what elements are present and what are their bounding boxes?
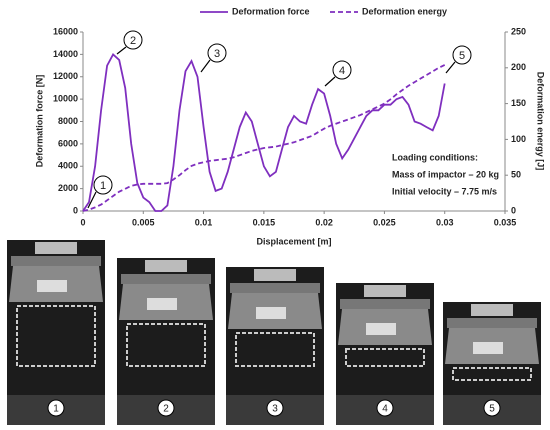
series-line [82, 64, 446, 212]
y2-tick-label: 200 [511, 62, 526, 72]
annotation-label: 5 [459, 50, 465, 62]
annotation-label: 3 [214, 48, 220, 60]
y-tick-label: 2000 [58, 183, 78, 193]
photo-label-circle [47, 399, 65, 417]
x-tick-label: 0.025 [373, 217, 396, 227]
photo-specimen [235, 332, 315, 367]
photo-label-circle [376, 399, 394, 417]
y2-tick-label: 150 [511, 98, 526, 108]
annotation-label: 1 [100, 180, 106, 192]
annotation-circle [452, 45, 472, 65]
annotation-arrow [200, 59, 211, 73]
photo-plate [11, 256, 101, 266]
x-tick-label: 0.035 [494, 217, 517, 227]
y-axis-label: Deformation force [N] [34, 75, 44, 168]
photo-shine [473, 342, 503, 354]
photo-shine [366, 323, 396, 335]
annotation-label: 2 [130, 35, 136, 47]
annotation-arrow [116, 46, 127, 55]
annotation-circle [207, 43, 227, 63]
photo-specimen [345, 348, 425, 367]
y2-tick-label: 50 [511, 170, 521, 180]
photo-label-circle [483, 399, 501, 417]
y2-axis-label: Deformation energy [J] [536, 72, 546, 171]
annotation-circle [93, 175, 113, 195]
x-tick-label: 0.02 [315, 217, 333, 227]
note: Initial velocity – 7.75 m/s [392, 186, 497, 196]
photo-label: 2 [163, 404, 169, 415]
photo-label: 5 [489, 404, 495, 415]
y-tick-label: 8000 [58, 116, 78, 126]
photo-block [254, 269, 296, 281]
photo-plate [447, 318, 537, 328]
note: Loading conditions: [392, 152, 478, 162]
photo-label-circle [266, 399, 284, 417]
legend-label: Deformation force [232, 6, 310, 16]
y-tick-label: 10000 [53, 94, 78, 104]
y-tick-label: 16000 [53, 26, 78, 36]
annotation-arrow [324, 76, 336, 87]
y-tick-label: 14000 [53, 49, 78, 59]
annotation-arrow [87, 191, 97, 209]
photo-shine [147, 298, 177, 310]
legend-label: Deformation energy [362, 6, 447, 16]
photo-specimen [452, 367, 532, 381]
photo-specimen [126, 323, 206, 367]
photo-block [35, 242, 77, 254]
y-tick-label: 4000 [58, 161, 78, 171]
photo-label: 4 [382, 404, 388, 415]
x-tick-label: 0.005 [132, 217, 155, 227]
y-tick-label: 12000 [53, 71, 78, 81]
y-tick-label: 6000 [58, 138, 78, 148]
photo-plate [121, 274, 211, 284]
x-tick-label: 0.015 [253, 217, 276, 227]
annotation-arrow [445, 61, 456, 74]
photo-label: 1 [53, 404, 59, 415]
y-tick-label: 0 [73, 205, 78, 215]
photo-label: 3 [272, 404, 278, 415]
series-line [82, 52, 446, 212]
x-tick-label: 0.01 [195, 217, 213, 227]
x-tick-label: 0 [80, 217, 85, 227]
photo-label-circle [157, 399, 175, 417]
y2-tick-label: 0 [511, 205, 516, 215]
photo-shine [256, 307, 286, 319]
annotation-circle [123, 30, 143, 50]
x-tick-label: 0.03 [436, 217, 454, 227]
y2-tick-label: 100 [511, 134, 526, 144]
y2-tick-label: 250 [511, 26, 526, 36]
photo-block [471, 304, 513, 316]
photo-specimen [16, 305, 96, 367]
photo-block [145, 260, 187, 272]
photo-shine [37, 280, 67, 292]
photo-block [364, 285, 406, 297]
photo-plate [340, 299, 430, 309]
photo-plate [230, 283, 320, 293]
annotation-circle [332, 60, 352, 80]
note: Mass of impactor – 20 kg [392, 169, 499, 179]
annotation-label: 4 [339, 65, 345, 77]
x-axis-label: Displacement [m] [256, 236, 331, 246]
